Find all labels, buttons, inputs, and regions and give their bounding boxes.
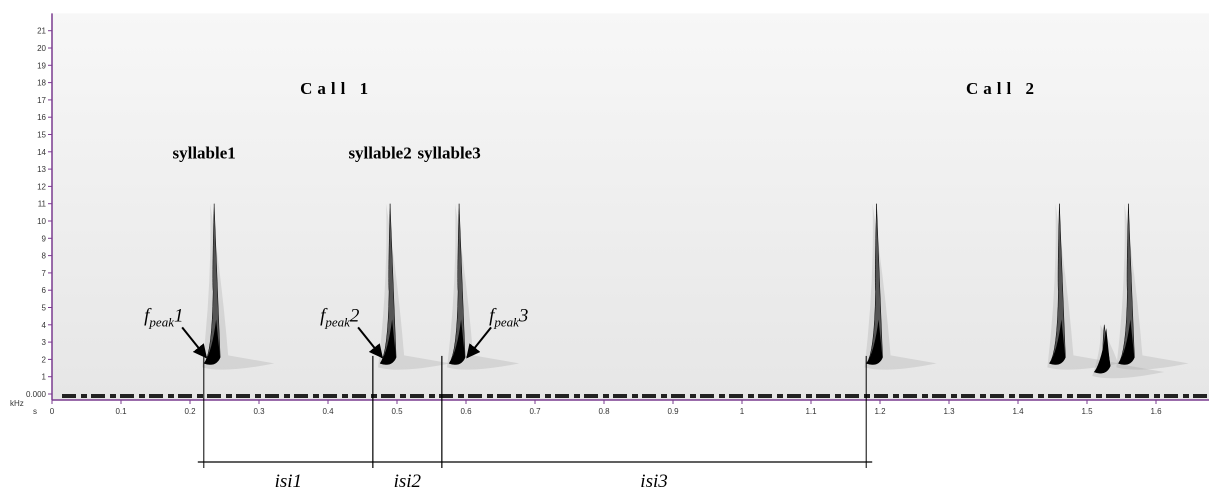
y-tick-label: 20 bbox=[37, 44, 46, 53]
syllable-core bbox=[1118, 319, 1135, 365]
syllable-haze bbox=[1116, 203, 1189, 370]
peak-label: fpeak1 bbox=[144, 305, 183, 329]
x-tick-label: 0.7 bbox=[529, 407, 541, 416]
x-tick-label: 1.4 bbox=[1012, 407, 1024, 416]
syllable-haze bbox=[202, 203, 275, 370]
call-label: Call 1 bbox=[300, 79, 373, 98]
isi-label: isi1 bbox=[275, 471, 302, 492]
x-tick-label: 1.2 bbox=[874, 407, 886, 416]
x-tick-label: 0.9 bbox=[667, 407, 679, 416]
syllable-label: syllable1 bbox=[173, 144, 236, 163]
peak-index: 1 bbox=[174, 305, 184, 326]
peak-subscript: peak bbox=[148, 314, 174, 329]
y-tick-label: 7 bbox=[42, 269, 47, 278]
syllable-core bbox=[1049, 319, 1066, 365]
syllable-core bbox=[449, 319, 466, 365]
peak-subscript: peak bbox=[324, 314, 350, 329]
peak-index: 2 bbox=[350, 305, 360, 326]
x-tick-label: 1 bbox=[740, 407, 745, 416]
y-tick-label: 17 bbox=[37, 96, 46, 105]
syllable-label: syllable2 bbox=[348, 144, 411, 163]
syllable-haze bbox=[447, 203, 520, 370]
syllable-core bbox=[866, 319, 883, 365]
y-tick-label: 16 bbox=[37, 113, 46, 122]
x-tick-label: 0.3 bbox=[253, 407, 265, 416]
x-unit: s bbox=[33, 407, 37, 416]
isi-label: isi2 bbox=[394, 471, 422, 492]
peak-symbol: f bbox=[144, 305, 152, 326]
y-tick-label: 1 bbox=[42, 373, 47, 382]
syllable-core bbox=[1094, 328, 1111, 374]
peak-label: fpeak2 bbox=[320, 305, 360, 329]
y-tick-label: 8 bbox=[42, 252, 47, 261]
peak-arrow bbox=[466, 326, 492, 359]
y-tick-label: 21 bbox=[37, 27, 46, 36]
x-tick-label: 1.5 bbox=[1081, 407, 1093, 416]
peak-arrow bbox=[357, 326, 383, 359]
x-tick-label: 1.1 bbox=[805, 407, 817, 416]
x-tick-label: 1.3 bbox=[943, 407, 955, 416]
syllable-core bbox=[380, 319, 397, 365]
peak-label: fpeak3 bbox=[489, 305, 528, 329]
peak-index: 3 bbox=[518, 305, 529, 326]
y-unit: kHz bbox=[10, 399, 24, 408]
y-tick-label: 11 bbox=[38, 200, 47, 209]
syllable-haze bbox=[378, 203, 451, 370]
x-tick-label: 0.5 bbox=[391, 407, 403, 416]
y-tick-label: 13 bbox=[37, 165, 46, 174]
peak-symbol: f bbox=[320, 305, 328, 326]
syllable-haze bbox=[864, 203, 937, 370]
plot-background bbox=[52, 13, 1209, 401]
x-tick-label: 0.6 bbox=[460, 407, 472, 416]
y-tick-label: 6 bbox=[42, 286, 47, 295]
x-tick-label: 0.4 bbox=[322, 407, 334, 416]
y-tick-label: 12 bbox=[37, 182, 46, 191]
y-tick-label: 3 bbox=[42, 338, 47, 347]
y-tick-label: 0.000 bbox=[26, 390, 47, 399]
x-tick-label: 0.1 bbox=[115, 407, 127, 416]
x-tick-label: 0 bbox=[50, 407, 55, 416]
y-tick-label: 5 bbox=[42, 304, 47, 313]
syllable-label: syllable3 bbox=[417, 144, 480, 163]
y-tick-label: 9 bbox=[42, 234, 47, 243]
y-tick-label: 18 bbox=[37, 79, 46, 88]
x-tick-label: 0.8 bbox=[598, 407, 610, 416]
y-tick-label: 2 bbox=[42, 355, 47, 364]
peak-arrow bbox=[181, 326, 208, 359]
isi-label: isi3 bbox=[640, 471, 667, 492]
syllable-core bbox=[204, 319, 221, 365]
y-tick-label: 10 bbox=[37, 217, 46, 226]
y-tick-label: 4 bbox=[42, 321, 47, 330]
x-tick-label: 1.6 bbox=[1150, 407, 1162, 416]
call-label: Call 2 bbox=[966, 79, 1039, 98]
peak-subscript: peak bbox=[493, 314, 519, 329]
x-tick-label: 0.2 bbox=[184, 407, 196, 416]
y-tick-label: 14 bbox=[37, 148, 46, 157]
y-tick-label: 19 bbox=[37, 61, 46, 70]
y-tick-label: 15 bbox=[37, 131, 46, 140]
peak-symbol: f bbox=[489, 305, 497, 326]
syllable-haze bbox=[1047, 203, 1120, 370]
